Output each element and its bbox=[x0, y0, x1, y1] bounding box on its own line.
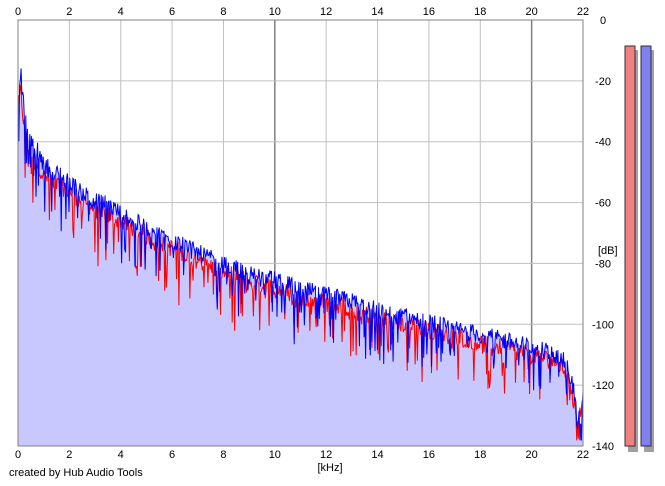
x-tick-bottom-5: 10 bbox=[269, 449, 281, 461]
y-tick-1: -20 bbox=[595, 76, 611, 88]
y-tick-2: -40 bbox=[595, 137, 611, 149]
level-meters bbox=[624, 45, 654, 452]
x-tick-top-11: 22 bbox=[577, 6, 589, 18]
x-tick-bottom-6: 12 bbox=[320, 449, 332, 461]
y-tick-3: -60 bbox=[595, 198, 611, 210]
x-tick-bottom-8: 16 bbox=[423, 449, 435, 461]
y-tick-4: -80 bbox=[595, 258, 611, 270]
x-tick-bottom-4: 8 bbox=[220, 449, 226, 461]
x-tick-bottom-1: 2 bbox=[66, 449, 72, 461]
x-tick-top-8: 16 bbox=[423, 6, 435, 18]
y-tick-0: 0 bbox=[600, 15, 606, 27]
x-tick-top-10: 20 bbox=[526, 6, 538, 18]
x-tick-bottom-7: 14 bbox=[371, 449, 383, 461]
x-tick-top-5: 10 bbox=[269, 6, 281, 18]
x-tick-top-1: 2 bbox=[66, 6, 72, 18]
x-ticks-top: 0 2 4 6 8 10 12 14 16 18 20 22 bbox=[15, 6, 589, 18]
y-ticks-right: 0 -20 -40 -60 -80 -100 -120 -140 bbox=[592, 15, 614, 453]
meter-bar-1 bbox=[640, 45, 652, 447]
series-line-1 bbox=[17, 68, 584, 441]
x-tick-top-6: 12 bbox=[320, 6, 332, 18]
x-tick-top-7: 14 bbox=[371, 6, 383, 18]
x-tick-bottom-11: 22 bbox=[577, 449, 589, 461]
x-tick-bottom-0: 0 bbox=[15, 449, 21, 461]
x-tick-top-0: 0 bbox=[15, 6, 21, 18]
x-tick-bottom-9: 18 bbox=[474, 449, 486, 461]
x-tick-bottom-3: 6 bbox=[169, 449, 175, 461]
plot-border bbox=[17, 19, 584, 447]
x-ticks-bottom: 0 2 4 6 8 10 12 14 16 18 20 22 bbox=[15, 449, 589, 461]
y-tick-7: -140 bbox=[592, 441, 614, 453]
y-axis-label: [dB] bbox=[598, 245, 618, 257]
x-tick-top-9: 18 bbox=[474, 6, 486, 18]
x-tick-bottom-2: 4 bbox=[118, 449, 124, 461]
x-axis-label: [kHz] bbox=[317, 462, 342, 474]
x-tick-top-2: 4 bbox=[118, 6, 124, 18]
credit-text: created by Hub Audio Tools bbox=[9, 467, 143, 479]
series-layer bbox=[17, 68, 584, 441]
y-tick-6: -120 bbox=[592, 380, 614, 392]
y-tick-5: -100 bbox=[592, 319, 614, 331]
meter-bar-0 bbox=[624, 45, 636, 447]
x-tick-bottom-10: 20 bbox=[526, 449, 538, 461]
x-tick-top-3: 6 bbox=[169, 6, 175, 18]
x-tick-top-4: 8 bbox=[220, 6, 226, 18]
